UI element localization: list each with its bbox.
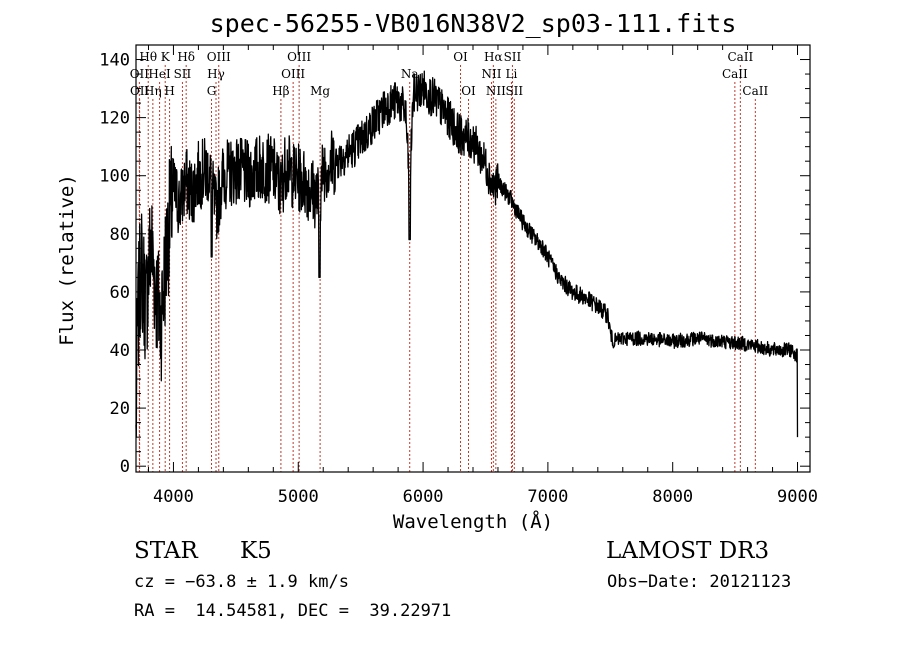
object-subclass: K5 (240, 538, 272, 564)
spectral-line-label: HeI (148, 67, 171, 81)
x-axis-label: Wavelength (Å) (393, 510, 553, 533)
y-tick-label: 100 (99, 167, 130, 187)
spectral-line-label: Hθ (139, 50, 157, 64)
x-tick-label: 6000 (403, 487, 444, 507)
spectral-line-label: OII (130, 84, 150, 98)
y-tick-label: 120 (99, 109, 130, 129)
spectral-line-label: SII (504, 50, 522, 64)
spectral-line-label: G (207, 84, 217, 98)
y-tick-label: 0 (120, 457, 130, 477)
spectral-line-label: CaII (727, 50, 753, 64)
y-tick-label: 140 (99, 51, 130, 71)
y-tick-label: 20 (110, 399, 130, 419)
y-tick-label: 80 (110, 225, 130, 245)
spectral-line-label: OI (461, 84, 476, 98)
spectral-line-label: OIII (287, 50, 311, 64)
y-axis-label: Flux (relative) (56, 174, 78, 346)
x-axis-ticks: 4000 5000 6000 7000 8000 9000 (147, 45, 818, 507)
y-tick-label: 60 (110, 283, 130, 303)
spectral-line-label: NII (481, 67, 501, 81)
x-tick-label: 5000 (278, 487, 319, 507)
spectral-line-label: SII (174, 67, 192, 81)
spectral-line-label: Hα (484, 50, 503, 64)
spectral-line-label: H (164, 84, 174, 98)
spectral-line-label: OIII (207, 50, 231, 64)
redshift-velocity: cz = −63.8 ± 1.9 km/s (134, 572, 349, 592)
object-class: STAR (134, 538, 198, 564)
spectral-line-label: Li (506, 67, 518, 81)
spectral-line-label: Hη (144, 84, 162, 98)
x-tick-label: 7000 (527, 487, 568, 507)
survey-name: LAMOST DR3 (606, 538, 770, 564)
y-tick-label: 40 (110, 341, 130, 361)
x-tick-label: 9000 (777, 487, 818, 507)
chart-title: spec-56255-VB016N38V2_sp03-111.fits (210, 9, 737, 38)
plot-frame (135, 44, 811, 473)
spectral-line-label: K (161, 50, 171, 64)
spectral-line-label: OIII (281, 67, 305, 81)
spectral-line-label: Hγ (207, 67, 225, 81)
y-axis-ticks: 0 20 40 60 80 100 120 140 (99, 51, 810, 477)
spectral-line-label: Mg (310, 84, 330, 98)
spectral-line-label: Hβ (272, 84, 289, 98)
observation-date: Obs−Date: 20121123 (607, 572, 792, 592)
spectral-line-label: SII (505, 84, 523, 98)
spectrum-line (135, 70, 799, 439)
spectral-line-label: CaII (722, 67, 748, 81)
ra-dec-coordinates: RA = 14.54581, DEC = 39.22971 (134, 601, 452, 621)
spectral-line-label: Hδ (177, 50, 195, 64)
spectral-line-label: OI (453, 50, 468, 64)
x-tick-label: 4000 (153, 487, 194, 507)
spectral-line-label: CaII (742, 84, 768, 98)
spectral-line-label: NII (486, 84, 506, 98)
x-tick-label: 8000 (652, 487, 693, 507)
